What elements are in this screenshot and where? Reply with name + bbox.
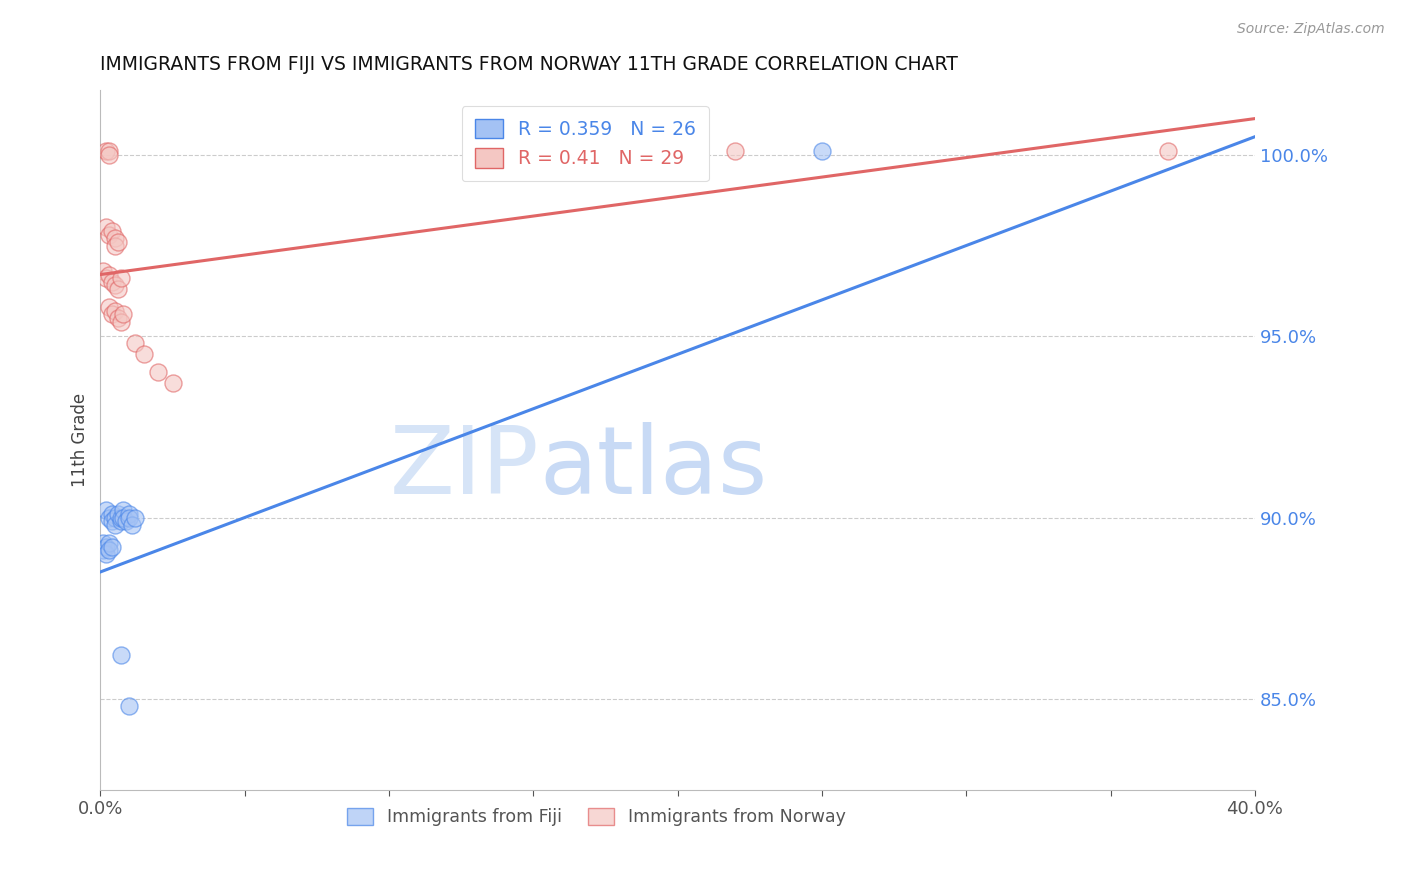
Point bbox=[104, 231, 127, 245]
Point bbox=[98, 227, 121, 242]
Point bbox=[118, 510, 141, 524]
Point bbox=[110, 648, 132, 663]
Text: Source: ZipAtlas.com: Source: ZipAtlas.com bbox=[1237, 22, 1385, 37]
Point bbox=[107, 282, 129, 296]
Point bbox=[94, 540, 117, 554]
Point bbox=[107, 235, 129, 249]
Point bbox=[118, 699, 141, 714]
Point bbox=[94, 220, 117, 235]
Point bbox=[118, 507, 141, 521]
Point bbox=[101, 308, 124, 322]
Point bbox=[124, 336, 146, 351]
Point bbox=[110, 315, 132, 329]
Point bbox=[110, 510, 132, 524]
Point bbox=[110, 271, 132, 285]
Point bbox=[101, 540, 124, 554]
Legend: Immigrants from Fiji, Immigrants from Norway: Immigrants from Fiji, Immigrants from No… bbox=[340, 801, 853, 833]
Point bbox=[112, 308, 135, 322]
Point bbox=[94, 145, 117, 159]
Point bbox=[91, 543, 114, 558]
Point bbox=[104, 238, 127, 252]
Point bbox=[811, 145, 834, 159]
Point bbox=[146, 366, 169, 380]
Point bbox=[98, 543, 121, 558]
Text: atlas: atlas bbox=[538, 422, 768, 514]
Point bbox=[94, 503, 117, 517]
Text: IMMIGRANTS FROM FIJI VS IMMIGRANTS FROM NORWAY 11TH GRADE CORRELATION CHART: IMMIGRANTS FROM FIJI VS IMMIGRANTS FROM … bbox=[100, 55, 959, 74]
Point bbox=[94, 547, 117, 561]
Point bbox=[132, 347, 155, 361]
Point bbox=[162, 376, 184, 391]
Point bbox=[101, 507, 124, 521]
Point bbox=[98, 300, 121, 314]
Y-axis label: 11th Grade: 11th Grade bbox=[72, 392, 89, 487]
Text: ZIP: ZIP bbox=[389, 422, 538, 514]
Point bbox=[98, 148, 121, 162]
Point bbox=[724, 145, 747, 159]
Point bbox=[98, 536, 121, 550]
Point bbox=[104, 517, 127, 532]
Point bbox=[115, 514, 138, 528]
Point bbox=[104, 303, 127, 318]
Point bbox=[98, 268, 121, 282]
Point bbox=[98, 145, 121, 159]
Point bbox=[112, 503, 135, 517]
Point bbox=[121, 517, 143, 532]
Point bbox=[101, 514, 124, 528]
Point bbox=[98, 510, 121, 524]
Point bbox=[110, 514, 132, 528]
Point bbox=[1157, 145, 1180, 159]
Point bbox=[94, 271, 117, 285]
Point bbox=[101, 275, 124, 289]
Point bbox=[101, 224, 124, 238]
Point bbox=[112, 510, 135, 524]
Point bbox=[104, 510, 127, 524]
Point bbox=[124, 510, 146, 524]
Point bbox=[104, 278, 127, 293]
Point bbox=[107, 507, 129, 521]
Point bbox=[91, 264, 114, 278]
Point bbox=[107, 311, 129, 326]
Point bbox=[91, 536, 114, 550]
